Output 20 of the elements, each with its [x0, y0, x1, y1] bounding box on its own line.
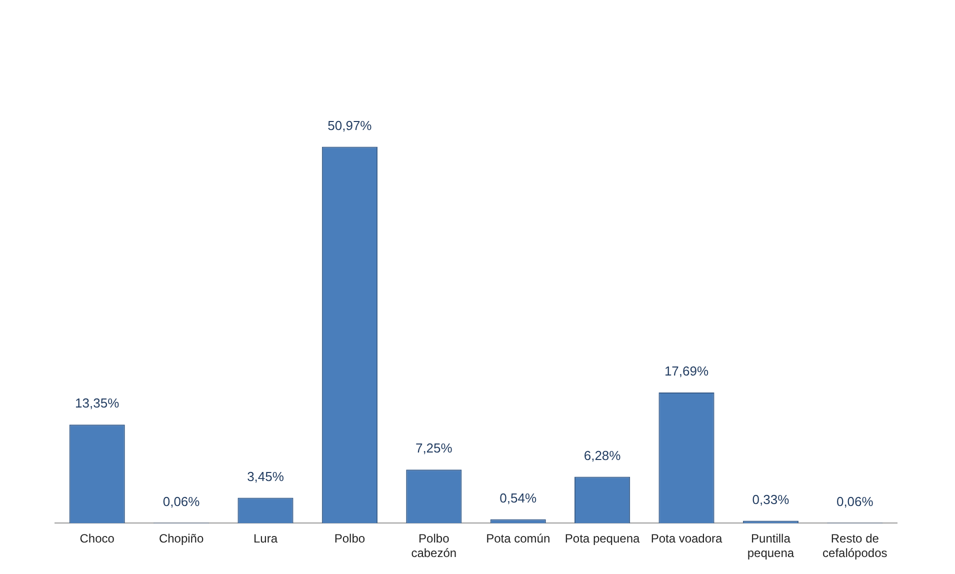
x-tick-label: Pota común [486, 532, 550, 546]
data-label: 17,69% [664, 364, 709, 379]
x-tick-label: Choco [80, 532, 115, 546]
data-label: 6,28% [584, 448, 622, 463]
x-tick-label: Polbo [334, 532, 366, 546]
data-label: 0,33% [752, 492, 790, 507]
x-tick-label: Pota pequena [564, 532, 640, 546]
x-tick-label: Polbo cabezón [411, 532, 457, 560]
data-label: 13,35% [75, 396, 120, 411]
data-label: 3,45% [247, 468, 284, 484]
data-label: 0,06% [162, 494, 200, 509]
x-tick-label: Resto de cefalópodos [822, 532, 888, 560]
x-tick-label: Puntilla pequena [747, 532, 794, 560]
data-label: 50,97% [328, 118, 372, 133]
x-tick-label: Chopiño [158, 532, 204, 546]
data-label: 7,25% [415, 440, 453, 456]
data-label: 0,06% [836, 494, 874, 509]
x-tick-label: Pota voadora [650, 532, 723, 546]
x-tick-label: Lura [253, 532, 278, 546]
data-label: 0,54% [500, 490, 537, 506]
